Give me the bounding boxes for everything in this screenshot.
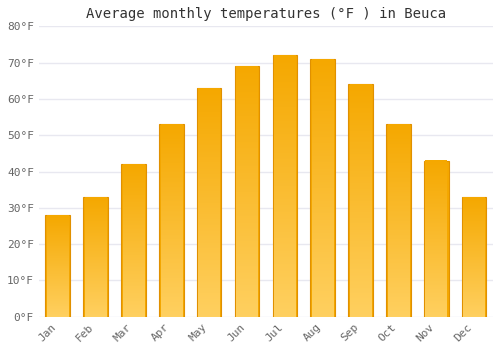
Bar xyxy=(234,66,260,317)
Bar xyxy=(386,124,410,317)
Title: Average monthly temperatures (°F ) in Beuca: Average monthly temperatures (°F ) in Be… xyxy=(86,7,446,21)
Bar xyxy=(310,59,335,317)
Bar xyxy=(348,84,373,317)
Bar xyxy=(46,215,70,317)
Bar xyxy=(84,197,108,317)
Bar xyxy=(272,55,297,317)
Bar xyxy=(159,124,184,317)
Bar xyxy=(424,161,448,317)
Bar xyxy=(462,197,486,317)
Bar xyxy=(197,88,222,317)
Bar xyxy=(121,164,146,317)
